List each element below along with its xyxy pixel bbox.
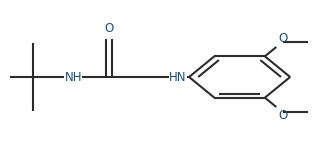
Text: HN: HN [169, 71, 186, 83]
Text: O: O [278, 109, 287, 122]
Text: O: O [278, 32, 287, 45]
Text: O: O [105, 22, 114, 35]
Text: NH: NH [65, 71, 82, 83]
